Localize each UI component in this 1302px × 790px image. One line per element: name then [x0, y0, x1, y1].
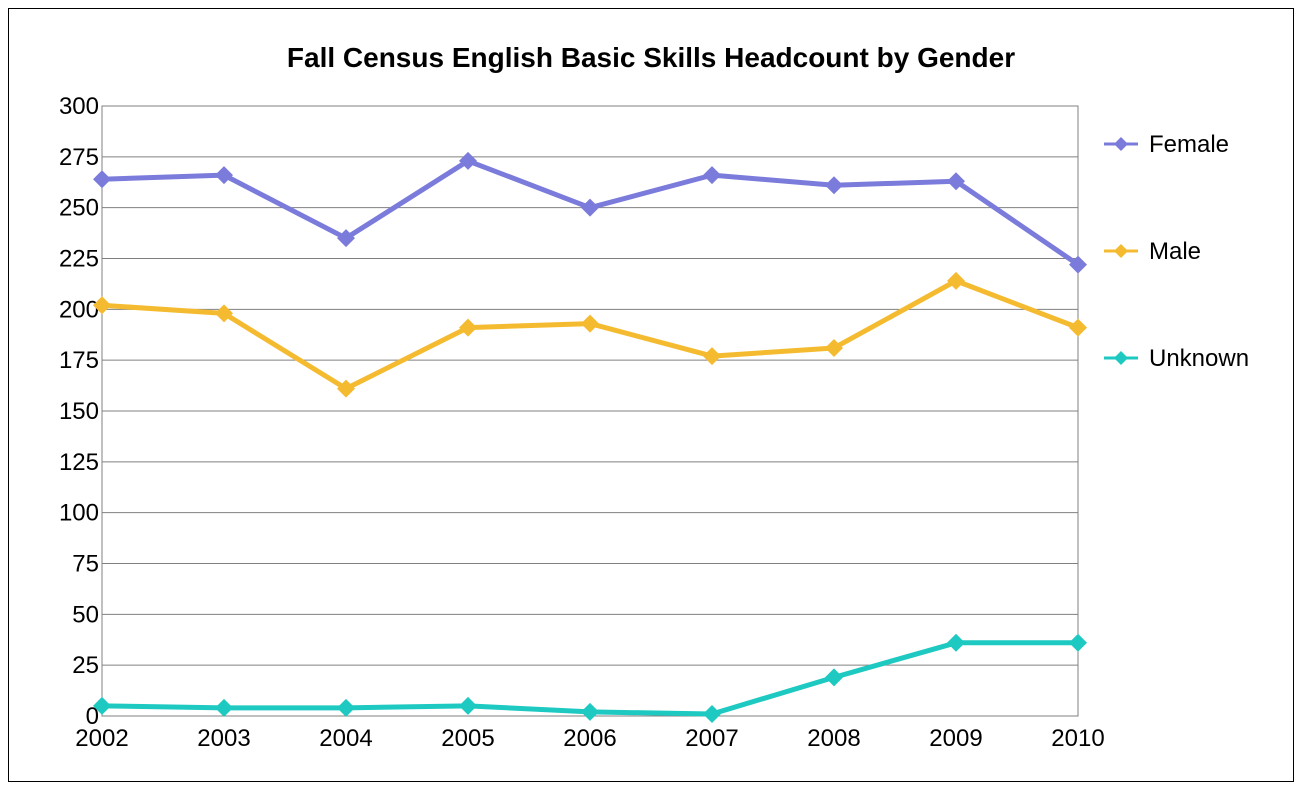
y-tick-label: 125 — [59, 449, 99, 476]
x-axis-ticks: 2002 2003 2004 2005 2006 2007 2008 2009 2010 — [75, 725, 1104, 752]
series — [93, 151, 1087, 723]
legend: Female Male Unknown — [1104, 131, 1249, 372]
data-point-marker — [947, 172, 965, 191]
chart-frame — [8, 8, 1294, 782]
data-point-marker — [825, 176, 843, 195]
series-line — [101, 278, 1079, 392]
legend-label: Unknown — [1149, 345, 1249, 372]
data-point-marker — [215, 304, 233, 323]
x-tick-label: 2005 — [441, 725, 494, 752]
data-point-marker — [215, 698, 233, 717]
data-point-marker — [1069, 633, 1087, 652]
y-tick-label: 275 — [59, 144, 99, 171]
legend-item-female: Female — [1104, 131, 1229, 158]
data-point-marker — [93, 170, 111, 189]
y-tick-label: 50 — [72, 601, 99, 628]
data-point-marker — [93, 696, 111, 715]
y-tick-label: 0 — [86, 703, 99, 730]
data-point-marker — [1069, 318, 1087, 337]
x-tick-label: 2002 — [75, 725, 128, 752]
data-point-marker — [337, 379, 355, 398]
data-point-marker — [459, 696, 477, 715]
y-tick-label: 75 — [72, 551, 99, 578]
data-point-marker — [581, 198, 599, 217]
chart-title: Fall Census English Basic Skills Headcou… — [287, 42, 1015, 73]
data-point-marker — [703, 347, 721, 366]
y-tick-label: 300 — [59, 93, 99, 120]
y-axis-ticks: 0 25 50 75 100 125 150 175 200 225 250 275 300 — [59, 93, 99, 730]
data-point-marker — [215, 166, 233, 185]
grid — [102, 105, 1078, 717]
legend-label: Male — [1149, 238, 1201, 265]
data-point-marker — [1069, 255, 1087, 274]
y-tick-label: 100 — [59, 500, 99, 527]
data-point-marker — [825, 668, 843, 687]
legend-item-male: Male — [1104, 238, 1201, 265]
x-tick-label: 2010 — [1051, 725, 1104, 752]
series-male — [93, 271, 1087, 398]
data-point-marker — [703, 166, 721, 185]
x-tick-label: 2008 — [807, 725, 860, 752]
y-tick-label: 175 — [59, 347, 99, 374]
series-unknown — [93, 633, 1087, 723]
data-point-marker — [581, 314, 599, 333]
data-point-marker — [947, 271, 965, 290]
y-tick-label: 150 — [59, 398, 99, 425]
data-point-marker — [581, 702, 599, 721]
legend-item-unknown: Unknown — [1104, 345, 1249, 372]
x-tick-label: 2007 — [685, 725, 738, 752]
data-point-marker — [337, 698, 355, 717]
data-point-marker — [459, 318, 477, 337]
x-tick-label: 2003 — [197, 725, 250, 752]
x-tick-label: 2009 — [929, 725, 982, 752]
legend-marker — [1114, 351, 1128, 365]
y-tick-label: 25 — [72, 652, 99, 679]
y-tick-label: 250 — [59, 195, 99, 222]
data-point-marker — [459, 151, 477, 170]
data-point-marker — [703, 704, 721, 723]
legend-label: Female — [1149, 131, 1229, 158]
data-point-marker — [93, 296, 111, 315]
y-tick-label: 200 — [59, 296, 99, 323]
legend-marker — [1114, 244, 1128, 258]
x-tick-label: 2004 — [319, 725, 372, 752]
data-point-marker — [947, 633, 965, 652]
series-female — [93, 151, 1087, 274]
data-point-marker — [825, 338, 843, 357]
legend-marker — [1114, 137, 1128, 151]
x-tick-label: 2006 — [563, 725, 616, 752]
y-tick-label: 225 — [59, 246, 99, 273]
data-point-marker — [337, 229, 355, 248]
